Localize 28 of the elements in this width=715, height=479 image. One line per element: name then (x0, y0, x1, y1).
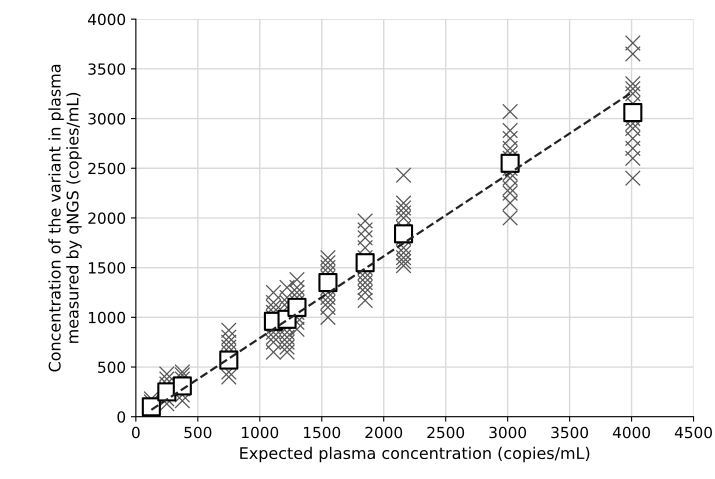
point (394, 224, 414, 244)
y-tick-label: 2000 (88, 212, 126, 224)
y-tick-label: 4000 (88, 14, 126, 26)
point (287, 298, 307, 317)
x-tick-label: 4500 (674, 426, 712, 438)
y-tick-label: 2500 (88, 162, 126, 174)
x-tick-label: 1500 (304, 426, 340, 438)
x-tick-label: 0 (132, 426, 140, 438)
point (318, 273, 338, 292)
y-tick-label: 1000 (88, 312, 126, 324)
x-axis-title: Expected plasma concentration (copies/mL) (240, 446, 590, 462)
point (500, 154, 520, 173)
point (623, 103, 642, 122)
y-tick-label: 3500 (88, 63, 126, 75)
y-axis-title: Concentration of the variant in plasma measured by qNGS (copies/mL) (48, 64, 82, 372)
x-tick-label: 500 (184, 426, 212, 438)
x-tick-label: 4000 (612, 426, 650, 438)
point (142, 397, 161, 416)
y-tick-label: 3000 (88, 113, 126, 125)
y-tick-label: 1500 (88, 262, 126, 274)
x-tick-label: 2500 (427, 426, 464, 438)
x-tick-label: 3500 (551, 426, 588, 438)
x-tick-label: 2000 (365, 426, 402, 438)
point (356, 253, 375, 272)
x-tick-label: 1000 (242, 426, 278, 438)
y-tick-label: 0 (117, 411, 126, 423)
x-tick-label: 3000 (489, 426, 526, 438)
y-tick-label: 500 (98, 362, 126, 374)
